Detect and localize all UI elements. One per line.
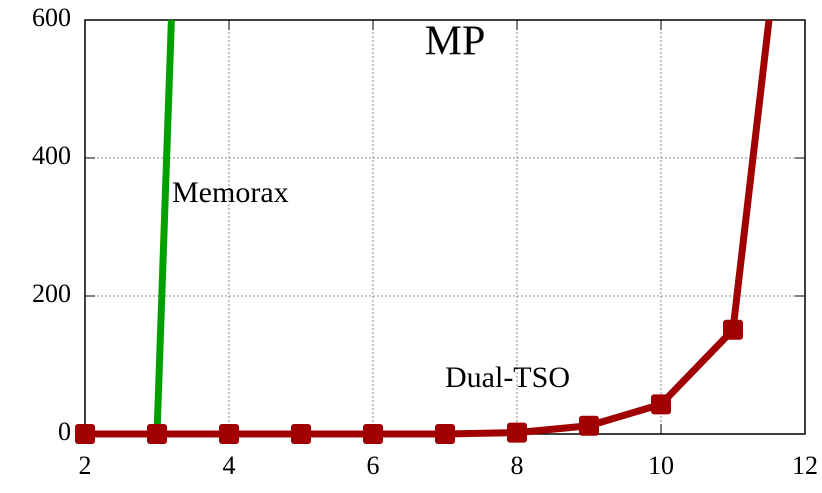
x-tick-label: 2 (79, 451, 92, 480)
chart-title: MP (425, 19, 486, 65)
marker (579, 415, 599, 436)
series-label: Memorax (172, 176, 289, 209)
x-tick-label: 4 (223, 451, 236, 480)
series-line (85, 19, 175, 438)
marker (219, 424, 239, 444)
series-line (85, 19, 773, 438)
y-tick-label: 200 (32, 279, 71, 308)
y-tick-label: 600 (32, 3, 71, 32)
x-tick-label: 8 (511, 451, 524, 480)
series-label: Dual-TSO (445, 361, 570, 394)
x-tick-label: 6 (367, 451, 380, 480)
marker (291, 424, 311, 444)
x-tick-label: 12 (792, 451, 818, 480)
y-tick-label: 400 (32, 141, 71, 170)
marker (147, 424, 167, 444)
marker (723, 319, 743, 340)
y-tick-label: 0 (58, 417, 71, 446)
x-tick-label: 10 (648, 451, 674, 480)
marker (435, 424, 455, 444)
marker (507, 422, 527, 443)
marker (363, 424, 383, 444)
marker (75, 424, 95, 444)
marker (651, 394, 671, 415)
